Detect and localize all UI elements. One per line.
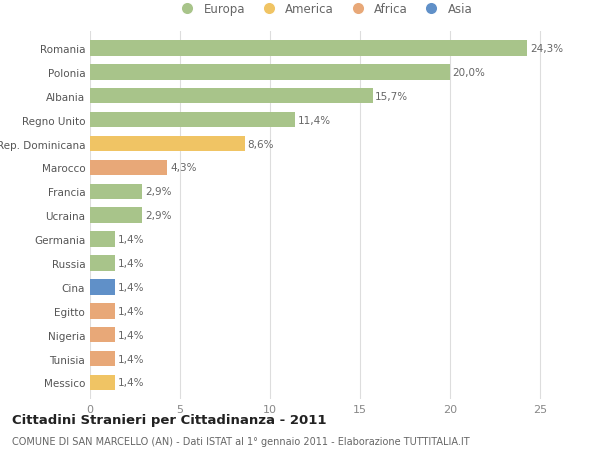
Text: 4,3%: 4,3% (170, 163, 197, 173)
Text: 1,4%: 1,4% (118, 330, 145, 340)
Legend: Europa, America, Africa, Asia: Europa, America, Africa, Asia (175, 3, 473, 16)
Bar (90, 256, 115, 271)
Text: 2,9%: 2,9% (145, 187, 172, 197)
Text: 1,4%: 1,4% (118, 282, 145, 292)
Text: 1,4%: 1,4% (118, 235, 145, 245)
Bar (90, 160, 167, 176)
Bar (90, 184, 142, 200)
Text: 1,4%: 1,4% (118, 378, 145, 388)
Bar (90, 280, 115, 295)
Text: 2,9%: 2,9% (145, 211, 172, 221)
Bar (90, 89, 373, 104)
Text: 15,7%: 15,7% (376, 91, 409, 101)
Bar (90, 232, 115, 247)
Bar (90, 136, 245, 152)
Bar (90, 375, 115, 391)
Text: 11,4%: 11,4% (298, 115, 331, 125)
Text: 1,4%: 1,4% (118, 258, 145, 269)
Bar (90, 327, 115, 343)
Bar (90, 351, 115, 367)
Text: COMUNE DI SAN MARCELLO (AN) - Dati ISTAT al 1° gennaio 2011 - Elaborazione TUTTI: COMUNE DI SAN MARCELLO (AN) - Dati ISTAT… (12, 436, 470, 446)
Text: 8,6%: 8,6% (248, 139, 274, 149)
Bar (90, 208, 142, 224)
Bar (90, 112, 295, 128)
Bar (90, 65, 450, 80)
Text: 1,4%: 1,4% (118, 306, 145, 316)
Text: 1,4%: 1,4% (118, 354, 145, 364)
Text: 20,0%: 20,0% (453, 67, 485, 78)
Bar (90, 41, 527, 56)
Text: Cittadini Stranieri per Cittadinanza - 2011: Cittadini Stranieri per Cittadinanza - 2… (12, 413, 326, 426)
Text: 24,3%: 24,3% (530, 44, 563, 54)
Bar (90, 303, 115, 319)
